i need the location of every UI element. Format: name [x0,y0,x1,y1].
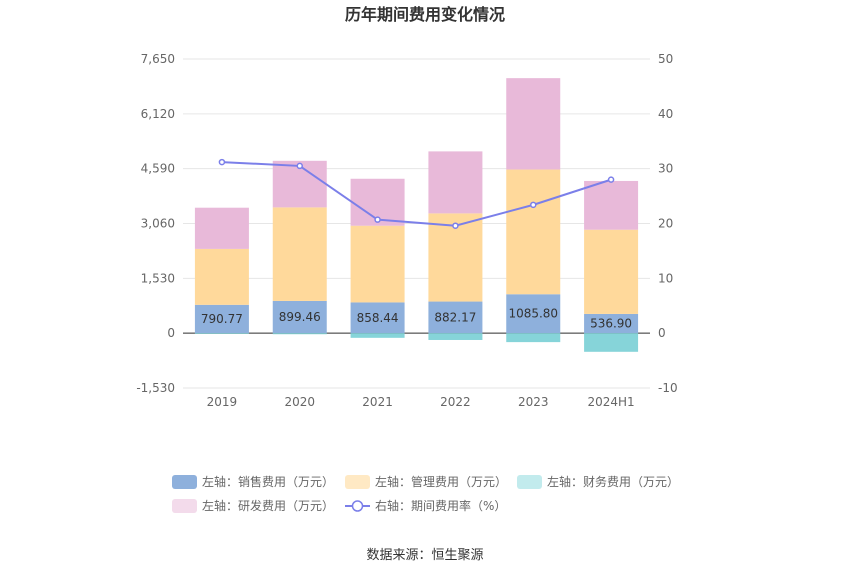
right-tick-label: 0 [658,326,666,340]
grid [183,58,650,389]
left-tick-label: 6,120 [141,107,175,121]
legend-label: 右轴：期间费用率（%） [375,498,506,513]
sales-value-label: 536.90 [590,317,632,331]
finance-expense-bar [350,333,405,338]
right-tick-label: -10 [658,381,678,395]
admin-expense-bar [584,229,639,314]
legend-swatch [172,475,197,489]
left-tick-label: 3,060 [141,217,175,231]
legend-swatch [517,475,542,489]
admin-expense-bar [350,225,405,303]
sales-value-label: 882.17 [434,310,476,324]
left-tick-label: 1,530 [141,271,175,285]
right-tick-label: 30 [658,162,673,176]
legend-marker [351,500,364,512]
right-tick-label: 40 [658,107,673,121]
legend-item-sales: 左轴：销售费用（万元） [172,474,334,489]
legend-label: 左轴：财务费用（万元） [547,474,679,489]
rd-expense-bar [428,151,483,214]
sales-expense-bar [428,301,483,334]
left-tick-label: 4,590 [141,162,175,176]
finance-expense-bar [272,333,327,335]
finance-expense-bar [428,333,483,340]
rate-point [374,216,381,223]
rd-expense-bar [584,180,639,230]
x-tick-label: 2021 [362,395,393,409]
rate-point [218,158,226,166]
right-tick-label: 10 [658,271,673,285]
finance-expense-bar [506,333,561,343]
sales-value-label: 899.46 [279,310,321,324]
sales-expense-bar [350,302,405,334]
finance-expense-bar [584,333,639,352]
right-tick-label: 50 [658,52,673,66]
x-tick-label: 2022 [440,395,471,409]
rate-point [607,176,615,183]
sales-expense-bar [584,313,639,334]
legend-item-rate: 右轴：期间费用率（%） [345,498,506,513]
right-axis: 50 40 30 20 10 0 -10 [658,52,678,395]
sales-expense-bar [194,304,249,334]
admin-expense-bar [194,248,249,305]
legend-item-rd: 左轴：研发费用（万元） [172,498,334,513]
rd-expense-bar [194,207,249,249]
x-tick-label: 2019 [207,395,238,409]
admin-expense-bar [272,207,327,301]
rd-expense-bar [506,78,561,170]
finance-expense-bar [194,333,249,334]
legend: 左轴：销售费用（万元） 左轴：管理费用（万元） 左轴：财务费用（万元） 左轴：研发费用… [172,474,679,513]
left-tick-label: 7,650 [141,52,175,66]
sales-value-label: 790.77 [201,312,243,326]
left-axis: 7,650 6,120 4,590 3,060 1,530 0 -1,530 [136,52,175,395]
left-tick-label: 0 [167,326,175,340]
legend-label: 左轴：管理费用（万元） [375,474,507,489]
sales-expense-bar [272,300,327,334]
bars [194,78,639,352]
right-tick-label: 20 [658,217,673,231]
legend-item-admin: 左轴：管理费用（万元） [345,474,507,489]
x-tick-label: 2020 [284,395,315,409]
sales-expense-bar [506,294,561,334]
left-tick-label: -1,530 [136,381,175,395]
rate-point [530,201,537,209]
rate-point [452,222,459,229]
expense-rate-line [218,158,615,229]
legend-label: 左轴：销售费用（万元） [202,474,334,489]
x-tick-label: 2023 [518,395,549,409]
sales-value-label: 858.44 [357,311,399,325]
rate-line-path [221,161,612,227]
x-axis: 2019 2020 2021 2022 2023 2024H1 [207,395,635,409]
bar-labels: 790.77 899.46 858.44 882.17 1085.80 536.90 [201,307,632,331]
chart-title: 历年期间费用变化情况 [345,5,505,24]
x-tick-label: 2024H1 [587,395,634,409]
legend-label: 左轴：研发费用（万元） [202,498,334,513]
admin-expense-bar [506,169,561,295]
data-source: 数据来源：恒生聚源 [366,548,483,563]
legend-swatch [345,475,370,489]
sales-value-label: 1085.80 [508,307,558,321]
legend-item-finance: 左轴：财务费用（万元） [517,474,679,489]
rate-point [296,162,303,170]
legend-swatch [172,499,197,513]
